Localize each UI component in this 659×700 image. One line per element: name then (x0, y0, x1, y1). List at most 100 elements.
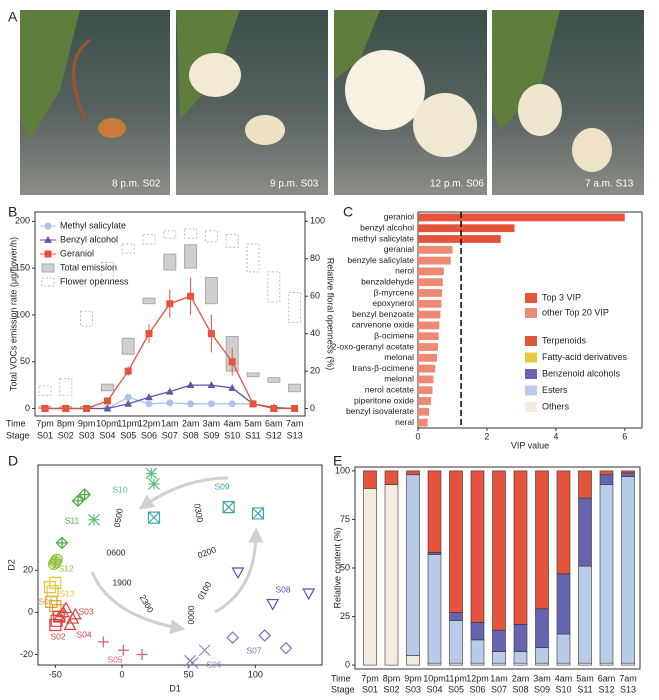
y2-tick-label: 40 (310, 328, 320, 338)
point (228, 383, 237, 391)
stage-label: S05 (120, 430, 136, 440)
box (163, 253, 177, 271)
bar-segment (384, 484, 399, 666)
x-tick-label: 9pm (78, 418, 96, 428)
legend-swatch (525, 402, 537, 412)
y-tick-label: geraniol (384, 212, 414, 222)
photo-captions: 8 p.m. S02 9 p.m. S03 12 p.m. S06 7 a.m.… (112, 179, 634, 190)
bar-segment (492, 629, 506, 652)
x-tick-label: 6 (622, 431, 627, 441)
bar-segment (449, 470, 463, 613)
y-tick-label: 50 (340, 562, 350, 572)
stage-label: S01 (37, 430, 53, 440)
x-tick-label: 8pm (383, 673, 401, 683)
y-axis-label: Relative content (%) (332, 527, 342, 608)
bar (418, 213, 625, 222)
bar-segment (513, 651, 528, 664)
legend-swatch (525, 293, 537, 303)
bar-segment (449, 620, 463, 664)
point-label: S08 (275, 584, 290, 594)
x-tick-label: 4 (553, 431, 558, 441)
point (145, 330, 153, 338)
bar (418, 343, 438, 351)
y-tick-label: 150 (15, 263, 30, 273)
point (198, 644, 211, 657)
box (184, 228, 198, 239)
bar-segment (578, 470, 592, 499)
y-tick-label: 20 (23, 565, 33, 575)
time-annotation: 0300 (192, 503, 205, 524)
stage-label: S13 (620, 684, 636, 694)
x-tick-label: 7am (286, 418, 304, 428)
point (124, 399, 133, 407)
bar (418, 310, 441, 319)
bar (418, 397, 432, 405)
stage-label: S08 (512, 684, 528, 694)
bar-segment (599, 470, 614, 476)
x-tick-label: 11pm (117, 418, 139, 428)
x-tick-label: 5am (244, 418, 262, 428)
point (186, 381, 195, 389)
y-tick-label: epoxynerol (372, 298, 414, 308)
point (222, 501, 235, 514)
y-axis-label: Total VOCs emission rate (μg/flower/h) (8, 237, 18, 391)
point (270, 405, 278, 413)
time-annotation: 0100 (195, 580, 213, 602)
point (103, 404, 112, 412)
box (121, 337, 135, 355)
point (103, 397, 111, 405)
y-tick-label: 0 (25, 403, 30, 413)
point-label: S05 (107, 654, 122, 664)
legend-label: Flower openness (60, 276, 129, 286)
x-tick-label: 0 (415, 431, 420, 441)
legend-swatch (525, 352, 537, 363)
bar-segment (599, 474, 614, 485)
legend-label: Benzyl alcohol (60, 234, 118, 244)
x-tick-label: 0 (119, 669, 124, 679)
y-tick-label: melonal (384, 374, 414, 384)
x-axis-label: VIP value (511, 440, 549, 450)
bar-segment (535, 608, 549, 648)
point (187, 292, 195, 300)
x-tick-label: 4am (223, 418, 241, 428)
point (187, 400, 195, 408)
time-annotation: 1900 (113, 577, 132, 587)
stage-label: S06 (469, 684, 485, 694)
y-tick-label: methyl salicylate (352, 233, 415, 243)
plot-frame (34, 211, 306, 417)
point (258, 629, 272, 642)
photo-caption: 9 p.m. S03 (270, 179, 319, 190)
legend-symbol (44, 250, 52, 258)
box (59, 378, 73, 396)
bar-segment (427, 470, 442, 553)
box (121, 243, 135, 254)
stage-label: S10 (555, 684, 571, 694)
panel-label: B (8, 204, 17, 220)
box (142, 233, 156, 245)
stage-label: S03 (79, 430, 95, 440)
photo-caption: 7 a.m. S13 (585, 179, 634, 190)
photo (20, 10, 170, 195)
point (166, 300, 174, 308)
y-tick-label: trans-β-ocimene (352, 363, 414, 373)
bar (418, 299, 442, 308)
y-tick-label: 100 (335, 465, 350, 475)
row-label: Time (6, 418, 26, 428)
box (163, 230, 177, 239)
bar-segment (578, 497, 592, 567)
y-tick-label: -20 (20, 649, 33, 659)
y-tick-label: neral (395, 417, 414, 427)
y-tick-label: 2-oxo-geranyl acetate (332, 341, 414, 351)
stage-label: S07 (162, 430, 178, 440)
stage-label: S02 (58, 430, 74, 440)
point-label: S12 (58, 563, 73, 573)
bar-segment (406, 470, 420, 476)
bar-segment (621, 472, 635, 478)
stage-label: S01 (362, 684, 378, 694)
bar-segment (470, 639, 485, 664)
point (147, 511, 161, 524)
box (288, 291, 302, 323)
y-tick-label: 0 (28, 607, 33, 617)
stage-label: S09 (203, 430, 219, 440)
y-tick-label: 25 (340, 611, 350, 621)
